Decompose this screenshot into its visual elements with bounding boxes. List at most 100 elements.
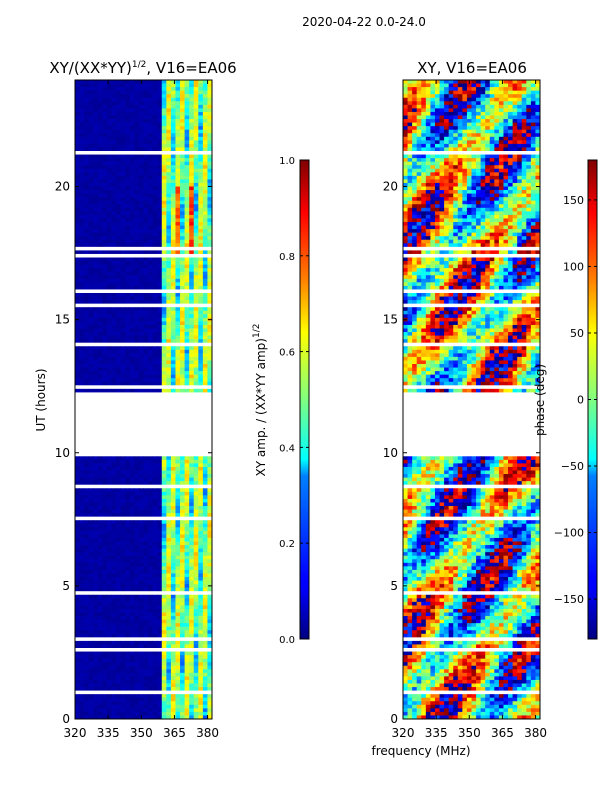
heatmap-cell bbox=[129, 133, 135, 138]
heatmap-cell bbox=[84, 218, 90, 223]
heatmap-cell bbox=[180, 83, 185, 88]
heatmap-cell bbox=[79, 126, 85, 131]
heatmap-cell bbox=[148, 520, 154, 525]
heatmap-cell bbox=[148, 541, 154, 546]
heatmap-cell bbox=[485, 97, 491, 102]
heatmap-cell bbox=[111, 186, 117, 191]
heatmap-cell bbox=[166, 559, 172, 564]
heatmap-cell bbox=[161, 293, 167, 297]
heatmap-cell bbox=[193, 548, 199, 553]
heatmap-cell bbox=[116, 207, 122, 212]
heatmap-cell bbox=[189, 577, 195, 581]
gap-band bbox=[75, 410, 212, 415]
heatmap-cell bbox=[116, 193, 122, 198]
heatmap-cell bbox=[134, 466, 140, 471]
heatmap-cell bbox=[198, 200, 204, 205]
heatmap-cell bbox=[79, 300, 85, 305]
heatmap-cell bbox=[97, 218, 103, 223]
heatmap-cell bbox=[170, 584, 176, 589]
heatmap-cell bbox=[75, 687, 80, 691]
heatmap-cell bbox=[193, 577, 199, 581]
heatmap-cell bbox=[106, 474, 112, 478]
heatmap-cell bbox=[88, 222, 94, 226]
heatmap-cell bbox=[421, 83, 427, 88]
heatmap-cell bbox=[180, 111, 185, 116]
heatmap-cell bbox=[93, 619, 99, 624]
heatmap-cell bbox=[88, 101, 94, 106]
heatmap-cell bbox=[138, 658, 144, 663]
heatmap-cell bbox=[175, 708, 181, 713]
heatmap-cell bbox=[148, 154, 154, 159]
heatmap-cell bbox=[79, 530, 85, 535]
heatmap-cell bbox=[134, 261, 140, 265]
heatmap-cell bbox=[143, 555, 149, 560]
heatmap-cell bbox=[93, 126, 99, 131]
heatmap-cell bbox=[189, 623, 195, 628]
gap-band bbox=[75, 435, 212, 439]
heatmap-cell bbox=[93, 243, 99, 248]
heatmap-cell bbox=[180, 676, 185, 681]
heatmap-cell bbox=[129, 644, 135, 649]
heatmap-cell bbox=[152, 694, 158, 699]
heatmap-cell bbox=[106, 655, 112, 660]
heatmap-cell bbox=[180, 459, 185, 464]
heatmap-cell bbox=[166, 506, 172, 510]
heatmap-cell bbox=[198, 374, 204, 379]
heatmap-cell bbox=[508, 94, 513, 99]
heatmap-cell bbox=[84, 701, 90, 706]
heatmap-cell bbox=[161, 133, 167, 138]
heatmap-cell bbox=[180, 232, 185, 237]
heatmap-cell bbox=[88, 640, 94, 645]
heatmap-cell bbox=[161, 307, 167, 312]
gap-band bbox=[75, 246, 212, 251]
heatmap-cell bbox=[88, 587, 94, 592]
heatmap-cell bbox=[134, 523, 140, 528]
heatmap-cell bbox=[444, 122, 450, 127]
heatmap-cell bbox=[143, 161, 149, 166]
heatmap-cell bbox=[93, 388, 99, 393]
heatmap-cell bbox=[193, 559, 199, 564]
heatmap-cell bbox=[207, 154, 213, 159]
heatmap-cell bbox=[143, 278, 149, 283]
heatmap-cell bbox=[148, 140, 154, 145]
heatmap-cell bbox=[102, 324, 108, 329]
heatmap-cell bbox=[79, 97, 85, 102]
heatmap-cell bbox=[407, 126, 413, 131]
heatmap-cell bbox=[120, 349, 126, 354]
gap-band bbox=[75, 403, 212, 407]
heatmap-cell bbox=[148, 559, 154, 564]
heatmap-cell bbox=[166, 307, 172, 312]
heatmap-cell bbox=[116, 513, 122, 518]
heatmap-cell bbox=[152, 523, 158, 528]
heatmap-cell bbox=[106, 601, 112, 606]
heatmap-cell bbox=[526, 87, 532, 92]
heatmap-cell bbox=[138, 530, 144, 535]
heatmap-cell bbox=[148, 182, 154, 187]
heatmap-cell bbox=[157, 530, 163, 535]
heatmap-cell bbox=[106, 243, 112, 248]
heatmap-cell bbox=[180, 580, 185, 585]
heatmap-cell bbox=[120, 140, 126, 145]
heatmap-cell bbox=[166, 83, 172, 88]
heatmap-cell bbox=[84, 566, 90, 571]
heatmap-cell bbox=[202, 207, 208, 212]
heatmap-cell bbox=[198, 346, 204, 351]
heatmap-cell bbox=[129, 598, 135, 603]
heatmap-cell bbox=[207, 158, 213, 163]
heatmap-cell bbox=[97, 541, 103, 546]
heatmap-cell bbox=[207, 310, 213, 315]
heatmap-cell bbox=[148, 204, 154, 209]
heatmap-cell bbox=[75, 665, 80, 670]
heatmap-cell bbox=[207, 314, 213, 319]
heatmap-cell bbox=[143, 697, 149, 702]
heatmap-cell bbox=[84, 697, 90, 702]
heatmap-cell bbox=[116, 136, 122, 141]
heatmap-cell bbox=[175, 669, 181, 674]
heatmap-cell bbox=[79, 562, 85, 567]
heatmap-cell bbox=[166, 175, 172, 180]
heatmap-cell bbox=[198, 324, 204, 329]
heatmap-cell bbox=[526, 97, 532, 102]
heatmap-cell bbox=[198, 545, 204, 549]
heatmap-cell bbox=[93, 577, 99, 581]
heatmap-cell bbox=[125, 261, 131, 265]
